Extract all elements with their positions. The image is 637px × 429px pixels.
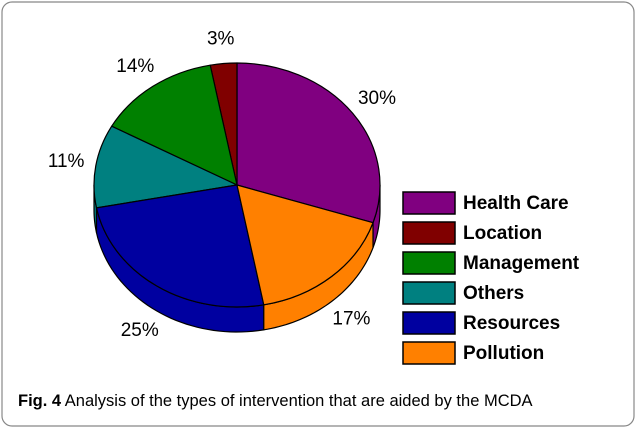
legend-swatch <box>402 221 456 245</box>
data-label: 17% <box>332 309 370 330</box>
legend-label: Health Care <box>463 193 569 214</box>
data-label: 11% <box>48 151 85 172</box>
data-label: 25% <box>121 320 159 341</box>
pie-slice <box>236 184 374 306</box>
pie-slice <box>95 184 265 308</box>
pie-slice <box>236 62 381 224</box>
legend-label: Resources <box>463 313 560 334</box>
legend-swatch <box>402 251 456 275</box>
legend-swatch <box>402 311 456 335</box>
data-label: 14% <box>116 56 154 77</box>
legend-label: Management <box>463 253 580 274</box>
data-label: 30% <box>358 88 396 109</box>
caption-text: Analysis of the types of intervention th… <box>65 392 533 410</box>
pie-slice <box>111 64 238 186</box>
caption-label: Fig. 4 <box>18 392 62 410</box>
pie-slice <box>93 125 238 209</box>
legend-swatch <box>402 341 456 365</box>
caption: Fig. 4 Analysis of the types of interven… <box>18 392 533 410</box>
legend-swatch <box>402 191 456 215</box>
legend-swatch <box>402 281 456 305</box>
legend-label: Location <box>463 223 542 244</box>
legend-label: Pollution <box>463 343 544 364</box>
data-label: 3% <box>207 29 235 50</box>
legend-label: Others <box>463 283 524 304</box>
